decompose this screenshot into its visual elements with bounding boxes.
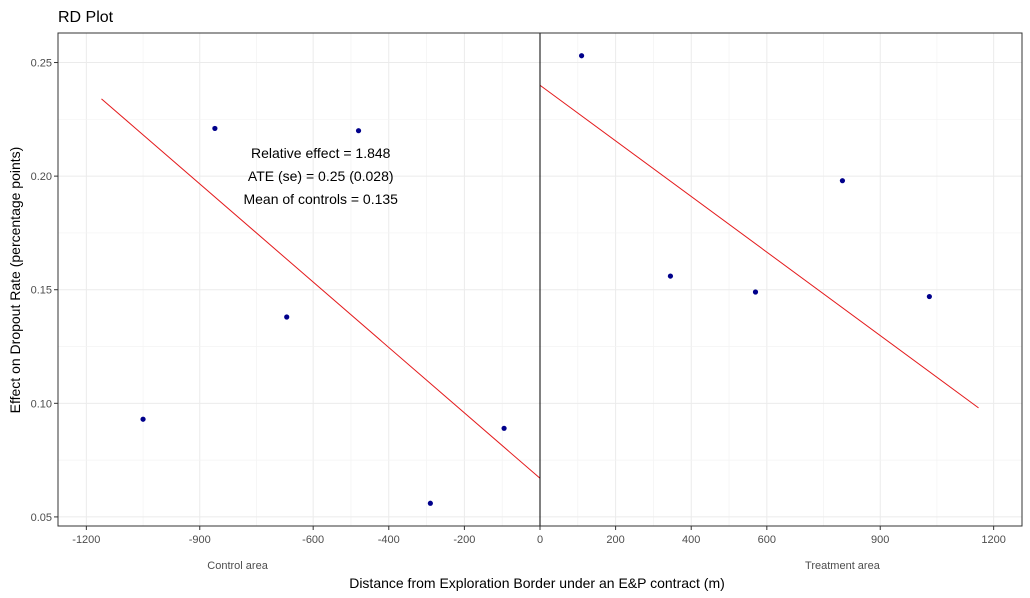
data-point: [355, 128, 362, 134]
x-tick-label: 600: [758, 534, 776, 546]
data-points: [140, 53, 932, 506]
x-tick-label: 200: [606, 534, 624, 546]
region-labels: Control area Treatment area: [207, 560, 880, 572]
data-point: [839, 178, 846, 184]
x-tick-label: 400: [682, 534, 700, 546]
fit-line: [539, 84, 979, 409]
y-axis-title: Effect on Dropout Rate (percentage point…: [7, 147, 23, 414]
annotation-line: Relative effect = 1.848: [251, 145, 391, 161]
region-label: Control area: [207, 560, 268, 572]
x-tick-label: 1200: [981, 534, 1005, 546]
y-tick-label: 0.05: [31, 512, 52, 524]
data-point: [140, 416, 146, 422]
data-point: [212, 125, 218, 132]
y-tick-label: 0.10: [31, 398, 52, 410]
chart-title: RD Plot: [58, 9, 114, 26]
y-tick-label: 0.15: [31, 285, 52, 297]
x-axis-title: Distance from Exploration Border under a…: [349, 575, 725, 591]
data-point: [284, 314, 290, 320]
y-tick-label: 0.20: [31, 171, 52, 183]
data-point: [667, 273, 674, 279]
fit-lines: [101, 84, 979, 479]
data-point: [578, 53, 585, 59]
fit-line: [101, 98, 541, 479]
data-point: [926, 293, 932, 300]
x-tick-label: -1200: [72, 534, 100, 546]
x-tick-label: -200: [453, 534, 475, 546]
data-point: [752, 289, 759, 295]
region-label: Treatment area: [805, 560, 881, 572]
x-tick-label: -900: [189, 534, 211, 546]
y-axis-ticks: 0.05 0.10 0.15 0.20 0.25: [31, 58, 58, 524]
annotation: Relative effect = 1.848 ATE (se) = 0.25 (…: [243, 145, 398, 207]
data-point: [427, 500, 433, 506]
x-tick-label: 0: [537, 534, 543, 546]
data-point: [501, 425, 507, 431]
x-tick-label: -600: [302, 534, 324, 546]
x-tick-label: -400: [378, 534, 400, 546]
x-tick-label: 900: [871, 534, 889, 546]
annotation-line: ATE (se) = 0.25 (0.028): [248, 168, 394, 184]
annotation-line: Mean of controls = 0.135: [243, 191, 398, 207]
y-tick-label: 0.25: [31, 58, 52, 70]
x-axis-ticks: -1200 -900 -600 -400 -200 0 200 400 600 900 1200: [72, 526, 1006, 546]
